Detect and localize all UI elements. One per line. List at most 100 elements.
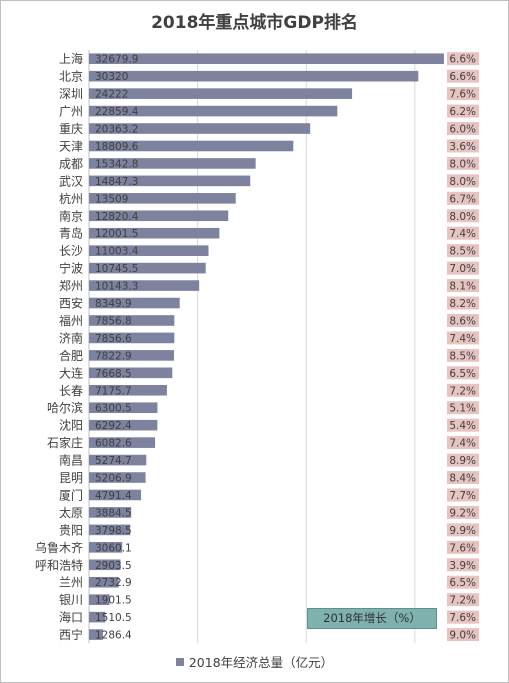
category-label: 海口 bbox=[59, 610, 83, 625]
bar bbox=[89, 367, 173, 379]
growth-label-bg bbox=[447, 540, 479, 554]
category-label: 北京 bbox=[59, 70, 83, 84]
value-label: 11003.4 bbox=[95, 246, 139, 258]
category-label: 合肥 bbox=[59, 348, 83, 363]
bar bbox=[89, 227, 220, 239]
category-label: 武汉 bbox=[59, 174, 83, 188]
value-label: 10143.3 bbox=[95, 281, 138, 293]
value-label: 3060.1 bbox=[95, 542, 132, 554]
bar bbox=[89, 105, 338, 117]
growth-label: 8.6% bbox=[449, 315, 476, 327]
growth-label-bg bbox=[447, 191, 479, 205]
value-label: 1286.4 bbox=[95, 630, 132, 642]
bar bbox=[89, 70, 419, 82]
value-label: 2732.9 bbox=[95, 577, 132, 589]
growth-label: 6.6% bbox=[449, 71, 476, 83]
growth-label-bg bbox=[447, 593, 479, 607]
bar bbox=[89, 402, 158, 414]
bar bbox=[89, 454, 147, 466]
bar bbox=[89, 315, 175, 326]
value-label: 8349.9 bbox=[95, 298, 132, 310]
category-label: 成都 bbox=[59, 157, 83, 171]
growth-label-bg bbox=[447, 401, 479, 415]
legend-swatch bbox=[175, 658, 184, 666]
growth-label: 3.9% bbox=[449, 560, 476, 572]
category-label: 广州 bbox=[59, 105, 83, 119]
growth-label: 6.6% bbox=[449, 54, 476, 66]
value-label: 10745.5 bbox=[95, 263, 138, 275]
bar bbox=[89, 559, 121, 571]
value-label: 1901.5 bbox=[95, 595, 132, 607]
value-label: 2903.5 bbox=[95, 560, 132, 572]
growth-label-bg bbox=[447, 418, 479, 432]
value-label: 5206.9 bbox=[95, 473, 132, 485]
growth-label: 8.0% bbox=[449, 176, 476, 188]
value-label: 7856.8 bbox=[95, 315, 132, 327]
bar bbox=[89, 140, 294, 152]
value-label: 7668.5 bbox=[95, 368, 132, 380]
growth-label-bg bbox=[447, 523, 479, 537]
growth-label: 6.7% bbox=[449, 193, 476, 205]
legend: 2018年经济总量（亿元） bbox=[0, 652, 509, 671]
growth-label: 7.7% bbox=[449, 490, 476, 502]
category-label: 兰州 bbox=[59, 576, 83, 590]
category-label: 上海 bbox=[59, 51, 83, 66]
category-label: 福州 bbox=[59, 313, 83, 328]
bar bbox=[89, 123, 311, 134]
category-label: 沈阳 bbox=[59, 418, 83, 433]
growth-label: 7.2% bbox=[449, 385, 476, 397]
growth-label-bg bbox=[447, 122, 479, 136]
bar bbox=[89, 53, 444, 65]
growth-label-bg bbox=[447, 174, 479, 188]
growth-label: 9.9% bbox=[449, 525, 476, 537]
value-label: 24222 bbox=[95, 89, 128, 101]
bar bbox=[89, 489, 142, 501]
bar bbox=[89, 175, 251, 187]
growth-label: 8.0% bbox=[449, 211, 476, 223]
growth-label: 7.6% bbox=[449, 612, 476, 624]
growth-label: 7.4% bbox=[449, 228, 476, 240]
category-label: 太原 bbox=[59, 505, 83, 520]
value-label: 12820.4 bbox=[95, 211, 139, 223]
growth-label-bg bbox=[447, 52, 479, 66]
growth-label: 6.5% bbox=[449, 577, 476, 589]
category-label: 宁波 bbox=[59, 261, 83, 276]
growth-label: 7.6% bbox=[449, 89, 476, 101]
growth-label-bg bbox=[447, 104, 479, 118]
growth-label-bg bbox=[447, 471, 479, 485]
bar bbox=[89, 88, 353, 99]
growth-label: 5.1% bbox=[449, 403, 476, 415]
value-label: 3798.5 bbox=[95, 525, 132, 537]
category-label: 重庆 bbox=[59, 122, 83, 136]
growth-label: 3.6% bbox=[449, 141, 476, 153]
bar bbox=[89, 611, 106, 623]
growth-label-bg bbox=[447, 628, 479, 642]
value-label: 7822.9 bbox=[95, 350, 132, 362]
growth-label: 7.2% bbox=[449, 595, 476, 607]
growth-label-bg bbox=[447, 575, 479, 589]
bar bbox=[89, 507, 132, 518]
growth-label: 6.5% bbox=[449, 368, 476, 380]
growth-label-bg bbox=[447, 296, 479, 310]
growth-label: 7.0% bbox=[449, 263, 476, 275]
value-label: 3884.5 bbox=[95, 507, 132, 519]
category-label: 贵阳 bbox=[59, 523, 83, 537]
growth-label-bg bbox=[447, 209, 479, 223]
bar bbox=[89, 297, 180, 309]
value-label: 22859.4 bbox=[95, 106, 139, 118]
growth-label-bg bbox=[447, 226, 479, 240]
category-label: 长春 bbox=[59, 384, 83, 398]
category-label: 济南 bbox=[59, 330, 83, 345]
category-label: 长沙 bbox=[59, 244, 83, 258]
growth-label-bg bbox=[447, 261, 479, 275]
growth-label: 7.4% bbox=[449, 438, 476, 450]
bar bbox=[89, 576, 119, 588]
growth-label-bg bbox=[447, 87, 479, 101]
growth-label: 8.0% bbox=[449, 158, 476, 170]
value-label: 15342.8 bbox=[95, 158, 138, 170]
growth-label: 6.2% bbox=[449, 106, 476, 118]
value-label: 7856.6 bbox=[95, 333, 132, 345]
growth-label: 9.0% bbox=[449, 630, 476, 642]
bar bbox=[89, 158, 256, 169]
